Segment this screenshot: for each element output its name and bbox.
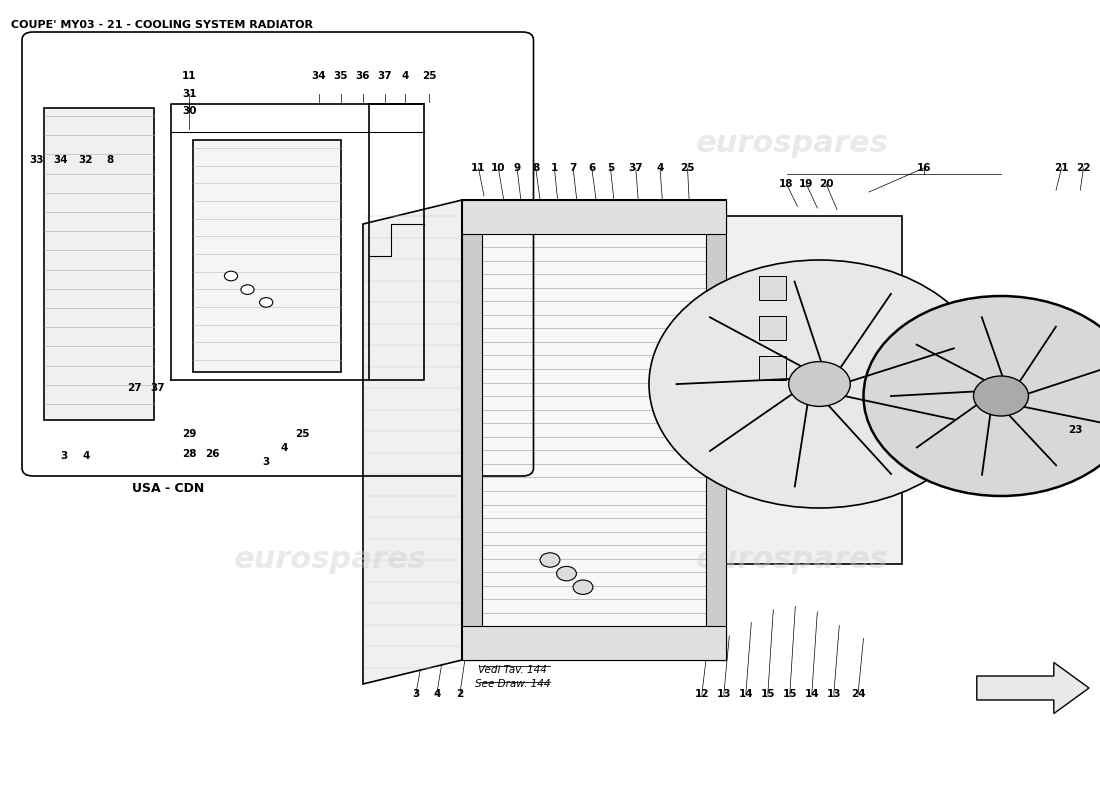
Circle shape [974,376,1028,416]
Text: 3: 3 [263,458,270,467]
Text: 15: 15 [782,690,797,699]
Text: 4: 4 [433,690,440,699]
Bar [759,356,786,380]
Text: 11: 11 [471,163,486,173]
Text: 9: 9 [514,163,520,173]
Bar [462,626,726,660]
Circle shape [260,298,273,307]
Text: 34: 34 [311,71,327,81]
Text: 28: 28 [182,450,197,459]
Text: USA - CDN: USA - CDN [132,482,205,495]
Text: eurospares: eurospares [233,546,427,574]
Text: 23: 23 [507,223,522,233]
Text: 13: 13 [716,690,732,699]
Text: 27: 27 [126,383,142,393]
Bar [192,140,341,372]
Text: 12: 12 [694,690,710,699]
Text: 25: 25 [295,429,310,438]
Text: 34: 34 [53,155,68,165]
Text: 20: 20 [818,179,834,189]
Text: 22: 22 [1076,163,1091,173]
Text: 13: 13 [826,690,842,699]
Text: 37: 37 [150,383,165,393]
Text: 31: 31 [182,89,197,98]
Text: 30: 30 [182,106,197,116]
Text: 17: 17 [487,223,503,233]
Bar [462,200,726,234]
Circle shape [789,362,850,406]
Circle shape [224,271,238,281]
Text: 32: 32 [78,155,94,165]
Circle shape [649,260,990,508]
Bar [726,216,902,564]
Text: Vedi Tav. 144: Vedi Tav. 144 [478,665,547,674]
Circle shape [864,296,1100,496]
Polygon shape [363,200,462,684]
Text: 7: 7 [570,163,576,173]
Circle shape [241,285,254,294]
Text: 3: 3 [412,690,419,699]
Text: 33: 33 [29,155,44,165]
Text: eurospares: eurospares [695,130,889,158]
Text: 35: 35 [333,71,349,81]
Bar [462,200,726,660]
Text: 2: 2 [456,690,463,699]
Text: 18: 18 [779,179,794,189]
Text: 14: 14 [738,690,754,699]
Text: 37: 37 [628,163,643,173]
Text: 15: 15 [760,690,775,699]
Text: 5: 5 [607,163,614,173]
Text: 4: 4 [82,451,89,461]
Text: 6: 6 [588,163,595,173]
Circle shape [540,553,560,567]
Text: 16: 16 [916,163,932,173]
Text: COUPE' MY03 - 21 - COOLING SYSTEM RADIATOR: COUPE' MY03 - 21 - COOLING SYSTEM RADIAT… [11,20,313,30]
Text: 24: 24 [850,690,866,699]
Text: eurospares: eurospares [695,546,889,574]
Bar [759,276,786,300]
Text: 4: 4 [280,443,287,453]
Text: 25: 25 [680,163,695,173]
Text: 29: 29 [182,429,197,438]
Bar [706,200,726,660]
Text: 3: 3 [60,451,67,461]
Circle shape [573,580,593,594]
Polygon shape [977,662,1089,714]
Text: 14: 14 [804,690,820,699]
Text: 21: 21 [1054,163,1069,173]
Text: 25: 25 [421,71,437,81]
Bar [44,108,154,420]
Bar [462,200,482,660]
Text: 19: 19 [799,179,814,189]
Text: 37: 37 [377,71,393,81]
Bar [759,316,786,340]
Text: 36: 36 [355,71,371,81]
Text: 4: 4 [402,71,408,81]
Text: 26: 26 [205,450,220,459]
Text: 23: 23 [1068,426,1084,435]
Text: 8: 8 [532,163,539,173]
Circle shape [557,566,576,581]
Text: 1: 1 [551,163,558,173]
Text: 4: 4 [657,163,663,173]
Text: 8: 8 [107,155,113,165]
Text: 10: 10 [491,163,506,173]
Text: 23: 23 [468,223,483,233]
Text: 11: 11 [182,71,197,81]
Text: See Draw. 144: See Draw. 144 [475,679,550,689]
